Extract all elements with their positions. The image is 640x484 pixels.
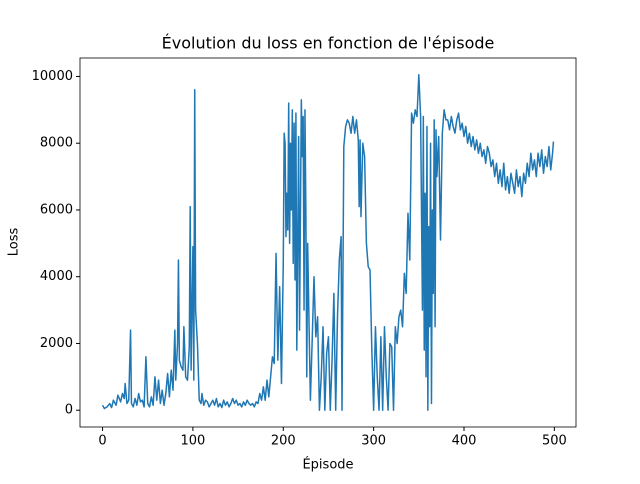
x-tick-label: 500 [542, 434, 567, 449]
chart-title: Évolution du loss en fonction de l'épiso… [162, 34, 495, 53]
loss-line [101, 74, 555, 411]
y-tick-label: 0 [65, 403, 73, 418]
y-tick-label: 4000 [40, 269, 73, 284]
y-tick-label: 10000 [32, 69, 73, 84]
x-tick-label: 100 [180, 434, 205, 449]
plot-frame [79, 57, 577, 428]
x-axis-label: Épisode [302, 457, 353, 473]
y-tick-label: 8000 [40, 136, 73, 151]
y-tick-label: 2000 [40, 336, 73, 351]
y-tick-label: 6000 [40, 202, 73, 217]
y-axis-label: Loss [7, 228, 22, 257]
x-tick-label: 300 [361, 434, 386, 449]
x-tick-label: 400 [452, 434, 477, 449]
x-tick-label: 200 [271, 434, 296, 449]
x-tick-label: 0 [98, 434, 106, 449]
